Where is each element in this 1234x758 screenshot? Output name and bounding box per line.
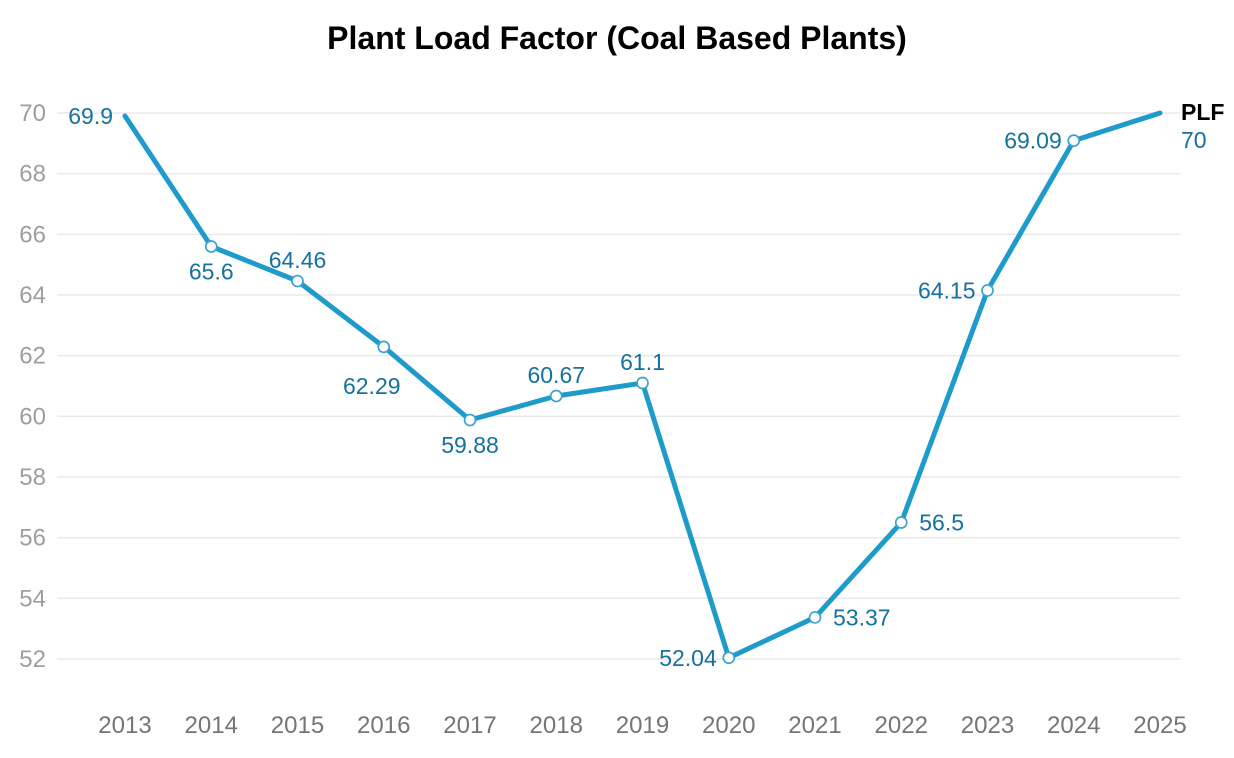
data-point-marker xyxy=(894,516,908,529)
data-point-label: 52.04 xyxy=(659,645,717,671)
data-point-marker xyxy=(636,376,649,390)
data-point-marker xyxy=(204,240,218,253)
data-point-label: 56.5 xyxy=(919,510,964,536)
y-tick-label: 56 xyxy=(19,525,46,552)
data-point-label: 53.37 xyxy=(833,604,891,630)
y-tick-label: 58 xyxy=(19,464,46,491)
x-tick-label: 2018 xyxy=(530,712,583,739)
series-end-value-label: 70 xyxy=(1181,127,1207,153)
data-point-marker xyxy=(377,340,391,354)
y-tick-label: 70 xyxy=(19,100,46,127)
y-tick-label: 68 xyxy=(19,161,46,188)
y-tick-label: 62 xyxy=(19,343,46,370)
data-point-label: 64.15 xyxy=(918,277,976,303)
x-tick-label: 2023 xyxy=(961,712,1014,739)
data-point-marker xyxy=(808,611,822,624)
data-point-marker xyxy=(722,651,736,665)
x-tick-label: 2022 xyxy=(875,712,928,739)
y-tick-label: 64 xyxy=(19,282,46,309)
x-tick-label: 2016 xyxy=(357,712,410,739)
data-point-label: 64.46 xyxy=(269,247,327,273)
y-tick-label: 52 xyxy=(19,646,46,673)
data-point-marker xyxy=(549,389,563,403)
x-tick-label: 2025 xyxy=(1133,712,1186,739)
x-tick-label: 2013 xyxy=(98,712,151,739)
y-tick-label: 66 xyxy=(19,221,46,248)
data-point-label: 62.29 xyxy=(343,373,401,399)
x-tick-label: 2019 xyxy=(616,712,669,739)
data-point-marker xyxy=(1067,134,1081,147)
y-tick-label: 60 xyxy=(19,403,46,430)
y-tick-label: 54 xyxy=(19,585,46,612)
chart-title: Plant Load Factor (Coal Based Plants) xyxy=(327,20,907,56)
x-tick-label: 2017 xyxy=(443,712,496,739)
x-tick-label: 2021 xyxy=(788,712,841,739)
x-tick-label: 2015 xyxy=(271,712,324,739)
data-point-label: 59.88 xyxy=(441,432,499,458)
data-point-marker xyxy=(291,274,304,288)
x-tick-label: 2014 xyxy=(185,712,238,739)
data-point-label: 65.6 xyxy=(189,258,234,284)
data-point-label: 69.09 xyxy=(1004,128,1062,154)
data-point-marker xyxy=(463,413,477,427)
series-end-name-label: PLF xyxy=(1181,99,1224,125)
data-point-label: 69.9 xyxy=(68,103,113,129)
x-tick-label: 2020 xyxy=(702,712,755,739)
x-tick-label: 2024 xyxy=(1047,712,1100,739)
data-point-label: 60.67 xyxy=(527,362,585,388)
data-point-marker xyxy=(981,284,994,297)
data-point-label: 61.1 xyxy=(620,349,665,375)
